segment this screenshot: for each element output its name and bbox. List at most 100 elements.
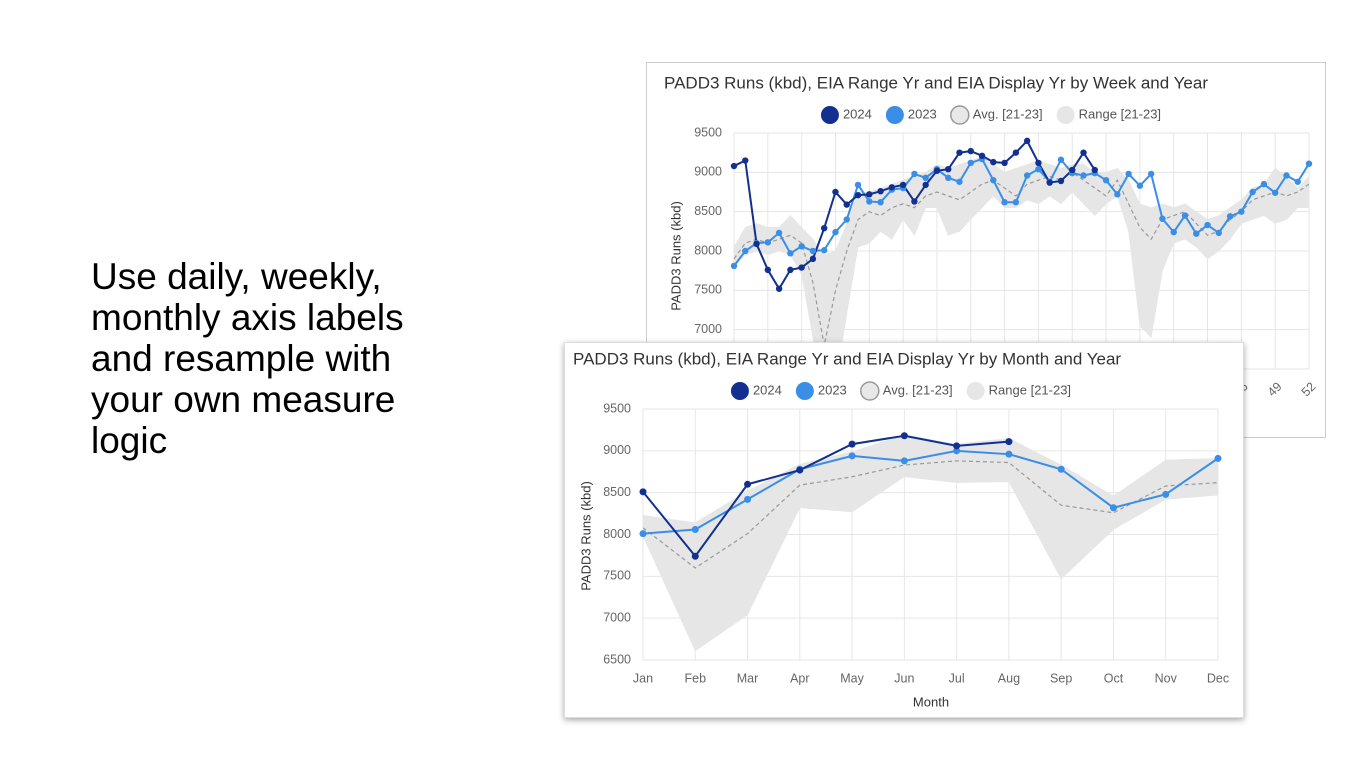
- range-band: [1008, 437, 1062, 579]
- data-point: [796, 466, 804, 474]
- data-point: [744, 480, 752, 488]
- data-point: [832, 228, 839, 236]
- legend-marker: [820, 106, 839, 124]
- data-point: [1035, 165, 1042, 173]
- headline: Use daily, weekly, monthly axis labels a…: [91, 256, 404, 461]
- data-point: [639, 530, 647, 538]
- range-band: [799, 451, 853, 513]
- x-tick-label: Oct: [1104, 671, 1124, 685]
- range-band: [1207, 215, 1220, 260]
- legend-marker: [1056, 106, 1075, 124]
- range-band: [1162, 203, 1175, 271]
- range-band: [1297, 175, 1309, 209]
- range-band: [1128, 180, 1141, 326]
- x-tick-label: Jul: [949, 671, 965, 685]
- data-point: [843, 216, 850, 223]
- x-tick-label: Nov: [1155, 671, 1178, 685]
- data-point: [854, 181, 862, 189]
- data-point: [990, 177, 997, 184]
- data-point: [1204, 221, 1211, 229]
- series-line: [643, 449, 1218, 535]
- data-point: [1147, 170, 1155, 178]
- legend-marker: [966, 382, 985, 400]
- range-band: [846, 191, 859, 314]
- data-point: [1214, 454, 1222, 462]
- data-point: [798, 243, 805, 250]
- monthly-chart-card: PADD3 Runs (kbd), EIA Range Yr and EIA D…: [564, 342, 1244, 718]
- data-point: [933, 167, 941, 174]
- data-point: [911, 198, 918, 205]
- y-tick-label: 8500: [694, 204, 722, 218]
- data-point: [775, 229, 783, 237]
- data-point: [900, 432, 908, 440]
- data-point: [888, 184, 896, 191]
- range-band: [1113, 459, 1167, 530]
- x-tick-label: Feb: [684, 671, 706, 685]
- data-point: [854, 191, 862, 199]
- x-tick-label: Jun: [894, 671, 914, 685]
- data-point: [730, 162, 738, 170]
- y-tick-label: 8000: [603, 527, 631, 541]
- data-point: [1057, 156, 1065, 163]
- data-point: [775, 285, 783, 292]
- data-point: [967, 147, 974, 155]
- legend: 2024 2023 Avg. [21-23] Range [21-23]: [730, 381, 1071, 401]
- data-point: [832, 188, 839, 196]
- data-point: [764, 239, 772, 246]
- data-point: [1001, 199, 1008, 206]
- data-point: [787, 266, 794, 274]
- legend-marker: [885, 106, 904, 124]
- data-point: [742, 247, 749, 255]
- range-band: [970, 156, 983, 221]
- data-point: [1023, 137, 1031, 145]
- data-point: [1226, 213, 1234, 220]
- data-point: [1023, 172, 1031, 179]
- data-point: [899, 181, 907, 189]
- data-point: [1102, 177, 1110, 184]
- legend: 2024 2023 Avg. [21-23] Range [21-23]: [820, 105, 1161, 125]
- data-point: [1181, 212, 1189, 219]
- x-tick-label: Sep: [1050, 671, 1072, 685]
- data-point: [1012, 199, 1020, 206]
- data-point: [848, 440, 856, 448]
- legend-marker: [950, 105, 970, 125]
- chart-title: PADD3 Runs (kbd), EIA Range Yr and EIA D…: [664, 73, 1208, 92]
- data-point: [922, 174, 929, 182]
- y-tick-label: 8000: [694, 243, 722, 257]
- data-point: [911, 170, 918, 178]
- range-band: [936, 164, 949, 236]
- data-point: [900, 457, 908, 465]
- data-point: [809, 247, 817, 255]
- data-point: [1114, 191, 1121, 198]
- plot-area: [643, 434, 1218, 652]
- data-point: [1260, 180, 1268, 188]
- y-tick-label: 6500: [603, 652, 631, 666]
- data-point: [1080, 149, 1087, 156]
- range-band: [643, 514, 696, 651]
- legend-label: Range [21-23]: [989, 382, 1071, 397]
- data-point: [978, 152, 986, 160]
- y-tick-label: 8500: [603, 485, 631, 499]
- legend-marker: [795, 382, 814, 400]
- data-point: [1005, 438, 1013, 446]
- data-point: [1170, 228, 1177, 236]
- data-point: [1193, 230, 1200, 237]
- data-point: [1125, 170, 1132, 178]
- data-point: [1057, 177, 1065, 185]
- x-tick-label: Jan: [633, 671, 653, 685]
- legend-marker: [860, 381, 880, 401]
- legend-label: Avg. [21-23]: [973, 106, 1043, 121]
- data-point: [1080, 172, 1087, 179]
- range-band: [1060, 464, 1114, 580]
- series-line: [643, 434, 1009, 558]
- monthly-chart: PADD3 Runs (kbd), EIA Range Yr and EIA D…: [573, 349, 1229, 709]
- data-point: [691, 552, 699, 560]
- data-point: [820, 247, 828, 254]
- x-tick-label: Mar: [737, 671, 759, 685]
- data-point: [1305, 160, 1313, 167]
- legend-label: Avg. [21-23]: [883, 382, 953, 397]
- x-tick-label: May: [840, 671, 864, 685]
- data-point: [877, 188, 884, 195]
- data-point: [753, 240, 760, 248]
- legend-label: Range [21-23]: [1079, 106, 1161, 121]
